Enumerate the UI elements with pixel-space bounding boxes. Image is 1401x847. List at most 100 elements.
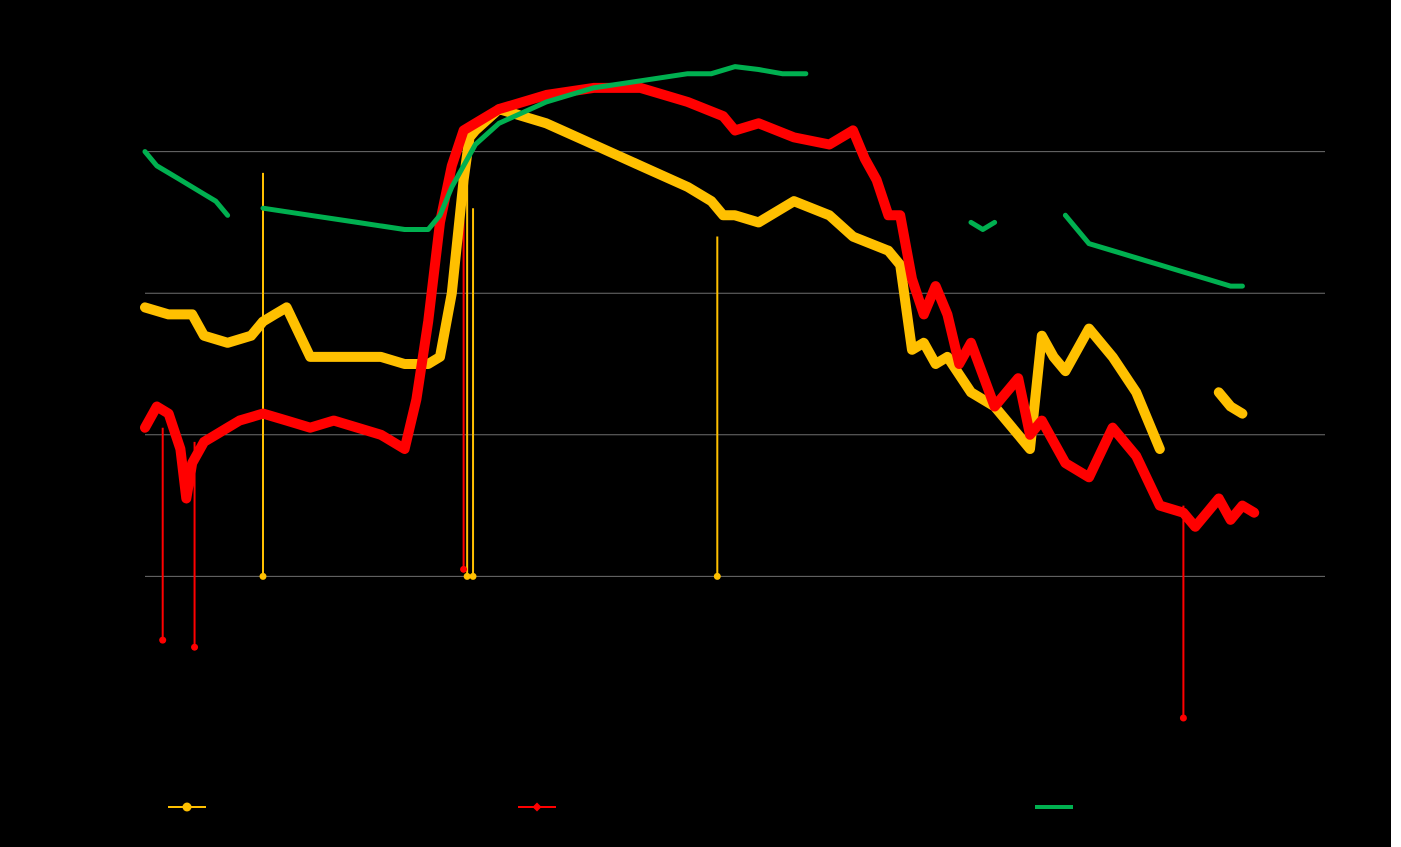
red-point-28: [719, 112, 728, 121]
red-point-6: [200, 437, 208, 446]
yellow-point-26: [719, 211, 728, 220]
red-point-45: [1014, 374, 1023, 383]
yellow-point-8: [282, 303, 291, 312]
yellow-point-42: [1037, 331, 1046, 340]
yellow-series-line: [140, 104, 1248, 454]
red-point-20: [447, 161, 456, 170]
green-series-line: [142, 64, 1245, 289]
yellow-point-36: [931, 360, 940, 368]
red-point-4: [182, 494, 191, 503]
yellow-point-34: [908, 345, 916, 354]
red-point-39: [919, 310, 928, 319]
legend-item-yellow: [168, 802, 206, 812]
red-point-54: [1191, 522, 1200, 531]
yellow-point-51: [1214, 388, 1223, 397]
red-point-57: [1226, 515, 1235, 524]
yellow-spike-point-4: [713, 572, 721, 580]
red-point-8: [223, 423, 232, 432]
red-point-26: [636, 83, 645, 92]
red-point-37: [896, 211, 905, 220]
red-point-13: [329, 416, 338, 425]
red-point-30: [754, 119, 763, 128]
red-point-7: [211, 430, 220, 439]
red-point-50: [1108, 423, 1117, 432]
yellow-point-32: [884, 246, 893, 255]
red-point-51: [1132, 452, 1141, 461]
yellow-point-43: [1049, 352, 1058, 361]
red-point-10: [259, 409, 267, 418]
yellow-point-25: [707, 197, 716, 206]
red-spike-point-8: [1179, 714, 1187, 722]
yellow-point-46: [1108, 352, 1117, 361]
yellow-spike-point-1: [259, 572, 267, 580]
red-point-46: [1026, 430, 1034, 439]
legend-item-red: [518, 802, 556, 812]
yellow-point-12: [377, 352, 385, 361]
red-point-31: [790, 133, 798, 142]
red-point-23: [495, 105, 503, 114]
yellow-point-47: [1132, 388, 1141, 397]
yellow-point-27: [731, 211, 739, 220]
yellow-point-44: [1061, 367, 1070, 376]
yellow-point-15: [436, 352, 444, 361]
series-yellow: [140, 104, 1248, 454]
red-point-33: [849, 126, 857, 135]
red-point-34: [860, 154, 869, 163]
yellow-point-4: [223, 338, 232, 347]
yellow-point-30: [825, 211, 834, 220]
yellow-point-11: [329, 352, 338, 361]
red-point-27: [683, 98, 692, 107]
red-point-36: [884, 211, 893, 220]
red-point-16: [400, 444, 409, 453]
yellow-point-48: [1155, 444, 1164, 453]
yellow-point-21: [542, 119, 551, 128]
yellow-point-40: [1014, 430, 1023, 439]
red-point-59: [1250, 508, 1259, 517]
yellow-point-17: [459, 175, 468, 184]
yellow-point-22: [589, 140, 598, 149]
red-point-43: [967, 338, 975, 347]
red-point-55: [1203, 508, 1211, 517]
yellow-point-6: [259, 317, 267, 326]
page-edge: [1391, 0, 1401, 847]
yellow-point-45: [1085, 324, 1093, 333]
yellow-point-1: [164, 310, 173, 319]
yellow-point-33: [896, 260, 905, 269]
red-series-line: [140, 82, 1260, 532]
red-point-38: [908, 275, 916, 284]
yellow-point-28: [754, 218, 763, 227]
yellow-spike-point-3: [469, 572, 477, 580]
red-point-32: [825, 140, 834, 149]
red-point-11: [282, 416, 291, 425]
red-point-2: [164, 409, 173, 418]
yellow-point-37: [943, 352, 952, 361]
yellow-point-18: [465, 133, 474, 142]
red-point-21: [459, 126, 468, 135]
red-point-1: [152, 402, 161, 411]
red-point-24: [542, 90, 551, 99]
red-point-15: [377, 430, 385, 439]
red-point-53: [1179, 508, 1188, 517]
yellow-point-53: [1238, 409, 1247, 418]
series-red: [140, 82, 1260, 532]
yellow-point-52: [1226, 402, 1235, 411]
yellow-spike-point-2: [463, 572, 471, 580]
red-spike-point-7: [460, 565, 468, 573]
yellow-point-7: [270, 310, 279, 319]
series-lines: [140, 64, 1260, 532]
yellow-point-10: [318, 352, 326, 361]
red-point-0: [141, 423, 149, 432]
yellow-point-2: [188, 310, 197, 319]
yellow-point-38: [967, 388, 975, 397]
red-point-22: [471, 119, 480, 128]
red-point-17: [412, 395, 421, 404]
yellow-point-5: [247, 331, 256, 340]
yellow-point-9: [306, 352, 315, 361]
yellow-point-24: [683, 183, 692, 191]
red-point-58: [1238, 501, 1247, 510]
yellow-point-0: [141, 303, 149, 312]
red-point-44: [990, 402, 999, 411]
series-green: [142, 64, 1245, 289]
